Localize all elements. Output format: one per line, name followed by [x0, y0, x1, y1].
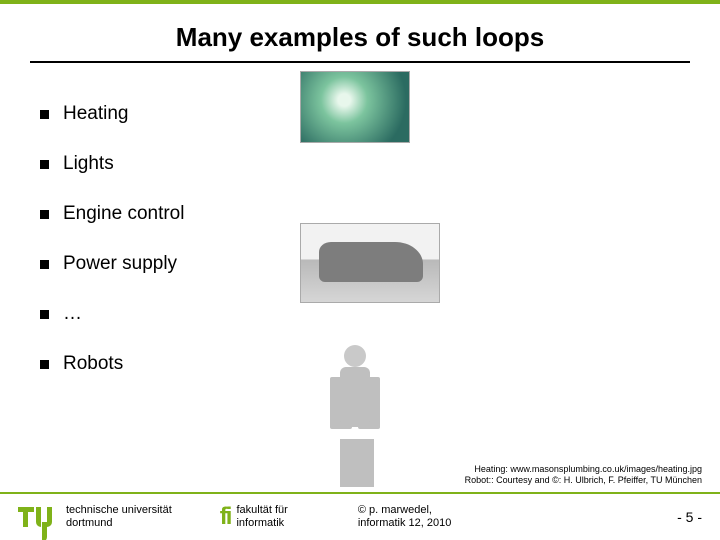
bullet-label: Robots	[63, 353, 123, 375]
bullet-icon	[40, 360, 49, 369]
fi-logo-icon: fi	[220, 503, 231, 531]
list-item: Engine control	[40, 203, 680, 225]
bullet-icon	[40, 110, 49, 119]
fak-line2: informatik	[236, 517, 287, 530]
robot-image	[320, 343, 392, 483]
bullet-icon	[40, 260, 49, 269]
bullet-label: Heating	[63, 103, 129, 125]
title-underline	[30, 61, 690, 63]
university-name: technische universität dortmund	[66, 504, 172, 529]
faculty-name: fakultät für informatik	[236, 504, 287, 529]
fak-line1: fakultät für	[236, 504, 287, 517]
page-number: - 5 -	[677, 509, 702, 525]
bullet-label: Power supply	[63, 253, 177, 275]
copy-line1: © p. marwedel,	[358, 504, 452, 517]
footer: technische universität dortmund fi fakul…	[0, 492, 720, 540]
credit-line: Robot:: Courtesy and ©: H. Ulbrich, F. P…	[465, 475, 702, 486]
credit-line: Heating: www.masonsplumbing.co.uk/images…	[465, 464, 702, 475]
faculty-block: fi fakultät für informatik	[220, 503, 288, 531]
uni-line1: technische universität	[66, 504, 172, 517]
list-item: Lights	[40, 153, 680, 175]
slide-title: Many examples of such loops	[0, 22, 720, 53]
bullet-icon	[40, 160, 49, 169]
heating-image	[300, 71, 410, 143]
image-credits: Heating: www.masonsplumbing.co.uk/images…	[465, 464, 702, 487]
copy-line2: informatik 12, 2010	[358, 517, 452, 530]
tu-logo-icon	[18, 507, 52, 527]
bullet-icon	[40, 310, 49, 319]
copyright: © p. marwedel, informatik 12, 2010	[358, 504, 452, 529]
list-item: …	[40, 303, 680, 325]
bullet-label: Lights	[63, 153, 114, 175]
bullet-label: Engine control	[63, 203, 184, 225]
car-image	[300, 223, 440, 303]
bullet-label: …	[63, 303, 82, 325]
bullet-icon	[40, 210, 49, 219]
title-area: Many examples of such loops	[0, 4, 720, 73]
uni-line2: dortmund	[66, 517, 172, 530]
content-area: Heating Lights Engine control Power supp…	[0, 73, 720, 375]
